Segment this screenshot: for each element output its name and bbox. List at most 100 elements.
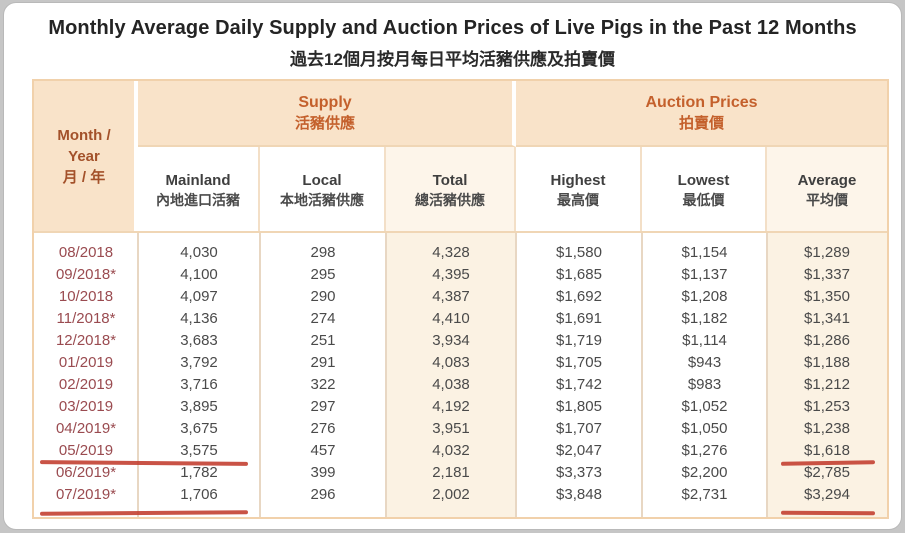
auction-label-en: Auction Prices — [645, 94, 758, 111]
supply-label-zh: 活豬供應 — [294, 115, 355, 132]
red-underline-annotation — [780, 510, 876, 516]
table-row: 09/2018* 4,100 295 4,395 $1,685 $1,137 $1,337 — [34, 264, 887, 286]
cell-local: 295 — [310, 266, 336, 283]
column-header-highest: Highest 最高價 — [516, 147, 642, 231]
cell-highest: $1,705 — [556, 354, 602, 371]
cell-month: 05/2019 — [58, 442, 114, 459]
cell-month: 12/2018* — [55, 332, 117, 349]
cell-average: $1,238 — [804, 420, 850, 437]
cell-average: $1,286 — [804, 332, 850, 349]
red-underline-annotation — [39, 510, 249, 516]
cell-average: $1,289 — [804, 244, 850, 261]
cell-total: 3,951 — [432, 420, 470, 437]
cell-total: 4,038 — [432, 376, 470, 393]
cell-lowest: $1,208 — [681, 288, 728, 305]
column-header-total: Total 總活豬供應 — [386, 147, 516, 231]
local-label-en: Local — [302, 172, 342, 189]
cell-lowest: $1,114 — [682, 332, 727, 349]
cell-mainland: 3,675 — [180, 420, 218, 437]
average-column-tint — [767, 233, 887, 517]
column-header-month-year: Month / Year 月 / 年 — [34, 81, 138, 231]
column-divider — [515, 233, 517, 517]
cell-total: 4,410 — [432, 310, 470, 327]
column-divider — [766, 233, 768, 517]
lowest-label-en: Lowest — [677, 172, 730, 189]
month-header-line1: Month / — [57, 126, 111, 144]
total-label-zh: 總活豬供應 — [415, 192, 485, 208]
cell-lowest: $943 — [687, 354, 722, 371]
cell-lowest: $1,182 — [681, 310, 728, 327]
cell-mainland: 4,136 — [180, 310, 218, 327]
cell-month: 09/2018* — [55, 266, 117, 283]
table-row: 12/2018* 3,683 251 3,934 $1,719 $1,114 $1,286 — [34, 330, 887, 352]
column-divider — [385, 233, 387, 517]
cell-highest: $1,805 — [556, 398, 602, 415]
cell-local: 276 — [310, 420, 336, 437]
cell-total: 3,934 — [432, 332, 470, 349]
table-row: 02/2019 3,716 322 4,038 $1,742 $983 $1,212 — [34, 374, 887, 396]
total-label-en: Total — [432, 172, 468, 189]
cell-lowest: $983 — [687, 376, 722, 393]
cell-average: $1,337 — [804, 266, 850, 283]
column-header-mainland: Mainland 內地進口活豬 — [138, 147, 260, 231]
average-label-zh: 平均價 — [806, 192, 848, 208]
cell-mainland: 1,706 — [180, 486, 218, 503]
cell-lowest: $1,050 — [681, 420, 728, 437]
cell-total: 2,002 — [432, 486, 470, 503]
cell-mainland: 3,895 — [180, 398, 218, 415]
cell-mainland: 1,782 — [180, 464, 218, 481]
column-divider — [641, 233, 643, 517]
month-header-line2: Year — [68, 147, 100, 165]
cell-total: 4,328 — [432, 244, 470, 261]
cell-local: 290 — [310, 288, 336, 305]
lowest-label-zh: 最低價 — [682, 192, 725, 208]
cell-lowest: $1,276 — [681, 442, 728, 459]
cell-lowest: $1,052 — [681, 398, 728, 415]
cell-average: $1,253 — [804, 398, 850, 415]
average-label-en: Average — [797, 172, 857, 189]
group-header-auction-prices: Auction Prices 拍賣價 — [516, 81, 887, 147]
cell-month: 01/2019 — [58, 354, 114, 371]
cell-average: $1,618 — [804, 442, 850, 459]
cell-local: 297 — [310, 398, 336, 415]
column-divider — [259, 233, 261, 517]
cell-mainland: 4,030 — [180, 244, 218, 261]
cell-month: 07/2019* — [55, 486, 117, 503]
report-title-en: Monthly Average Daily Supply and Auction… — [48, 17, 857, 39]
table-row: 04/2019* 3,675 276 3,951 $1,707 $1,050 $1,238 — [34, 418, 887, 440]
report-card: Monthly Average Daily Supply and Auction… — [3, 2, 902, 530]
cell-mainland: 3,716 — [180, 376, 218, 393]
supply-label-en: Supply — [298, 94, 352, 111]
cell-highest: $1,692 — [556, 288, 602, 305]
cell-month: 02/2019 — [58, 376, 114, 393]
table-row: 03/2019 3,895 297 4,192 $1,805 $1,052 $1,253 — [34, 396, 887, 418]
cell-highest: $1,707 — [556, 420, 602, 437]
mainland-label-en: Mainland — [165, 172, 231, 189]
column-header-lowest: Lowest 最低價 — [642, 147, 767, 231]
cell-total: 4,395 — [432, 266, 470, 283]
cell-local: 291 — [310, 354, 336, 371]
cell-lowest: $1,154 — [681, 244, 728, 261]
highest-label-zh: 最高價 — [557, 192, 599, 208]
table-header: Month / Year 月 / 年 Supply 活豬供應 Auction P… — [34, 81, 887, 233]
cell-month: 06/2019* — [55, 464, 117, 481]
cell-month: 08/2018 — [58, 244, 114, 261]
cell-total: 4,083 — [432, 354, 470, 371]
table-row: 08/2018 4,030 298 4,328 $1,580 $1,154 $1,289 — [34, 242, 887, 264]
cell-mainland: 4,100 — [180, 266, 218, 283]
group-header-supply: Supply 活豬供應 — [138, 81, 516, 147]
cell-local: 399 — [310, 464, 336, 481]
column-divider — [137, 233, 139, 517]
table-row: 01/2019 3,792 291 4,083 $1,705 $943 $1,188 — [34, 352, 887, 374]
total-column-tint — [386, 233, 516, 517]
cell-local: 251 — [310, 332, 336, 349]
highest-label-en: Highest — [550, 172, 606, 189]
cell-highest: $1,691 — [556, 310, 602, 327]
cell-highest: $1,742 — [556, 376, 602, 393]
pig-supply-price-table: Month / Year 月 / 年 Supply 活豬供應 Auction P… — [32, 79, 889, 519]
cell-total: 2,181 — [432, 464, 470, 481]
table-row: 10/2018 4,097 290 4,387 $1,692 $1,208 $1,350 — [34, 286, 887, 308]
table-body: 08/2018 4,030 298 4,328 $1,580 $1,154 $1,289 09… — [34, 233, 887, 517]
table-row: 06/2019* 1,782 399 2,181 $3,373 $2,200 $2,785 — [34, 462, 887, 484]
cell-total: 4,387 — [432, 288, 470, 305]
